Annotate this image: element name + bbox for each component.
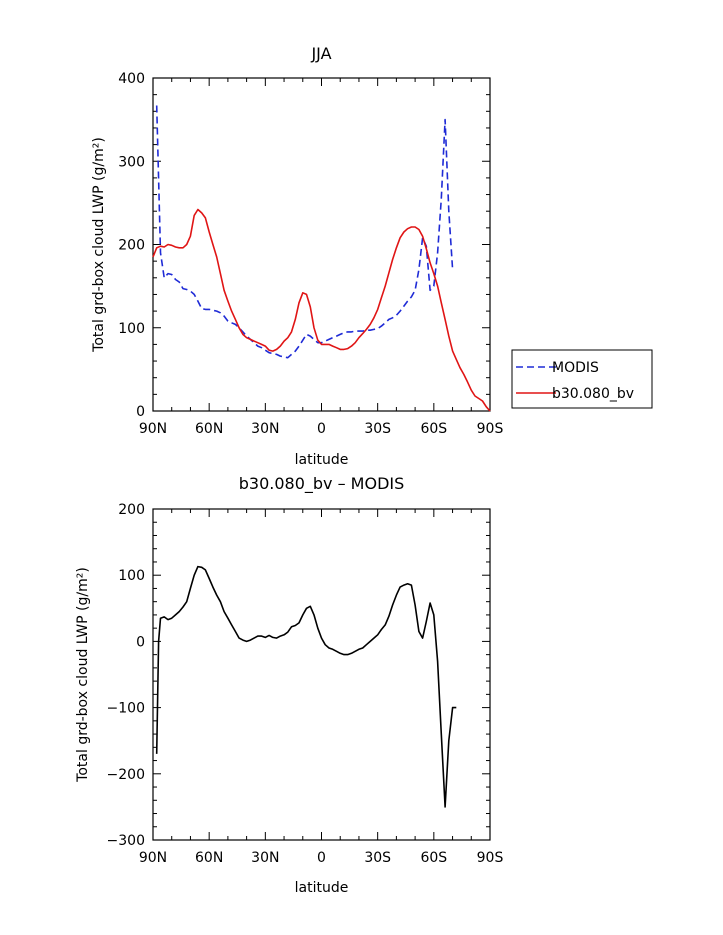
y-tick-label: 300 [118, 154, 145, 170]
x-tick-label: 90S [477, 421, 504, 437]
x-tick-label: 90N [139, 850, 167, 866]
series-line-modis [155, 105, 454, 359]
legend-box [511, 349, 653, 409]
series-line-b30-080-bv [152, 208, 491, 412]
chart-title: b30.080_bv – MODIS [239, 474, 405, 494]
x-axis-label: latitude [295, 452, 349, 468]
x-tick-label: 30N [251, 421, 279, 437]
x-tick-label: 30N [251, 850, 279, 866]
y-tick-label: 200 [118, 502, 145, 518]
x-tick-label: 90S [477, 850, 504, 866]
plot-frame [152, 77, 491, 412]
x-tick-label: 0 [317, 850, 326, 866]
x-tick-label: 60N [195, 421, 223, 437]
x-tick-label: 60S [420, 850, 447, 866]
plot-frame [152, 508, 491, 841]
y-tick-label: 0 [136, 404, 145, 420]
y-tick-label: 100 [118, 321, 145, 337]
x-tick-label: 60N [195, 850, 223, 866]
y-tick-label: 400 [118, 71, 145, 87]
y-tick-label: 0 [136, 634, 145, 650]
y-axis-label: Total grd-box cloud LWP (g/m²) [91, 137, 107, 353]
x-tick-label: 90N [139, 421, 167, 437]
x-tick-label: 30S [364, 421, 391, 437]
x-tick-label: 0 [317, 421, 326, 437]
x-axis-label: latitude [295, 880, 349, 896]
y-tick-label: −200 [107, 767, 145, 783]
y-tick-label: −300 [107, 833, 145, 849]
series-line-difference [155, 565, 457, 808]
y-tick-label: 200 [118, 238, 145, 254]
y-tick-label: 100 [118, 568, 145, 584]
chart-panel-bottom: b30.080_bv – MODIS 90N 60N 30N 0 30S 60S 90S −30… [75, 474, 503, 896]
y-tick-label: −100 [107, 701, 145, 717]
y-axis-label: Total grd-box cloud LWP (g/m²) [75, 567, 91, 783]
x-tick-label: 60S [420, 421, 447, 437]
legend-label: MODIS [552, 360, 599, 376]
legend-label: b30.080_bv [552, 386, 634, 402]
x-tick-label: 30S [364, 850, 391, 866]
chart-title: JJA [310, 44, 331, 63]
chart-panel-top: JJA 90N 60N 30N 0 30S 60S 90S 0 100 200 300 400 latit… [91, 44, 653, 468]
